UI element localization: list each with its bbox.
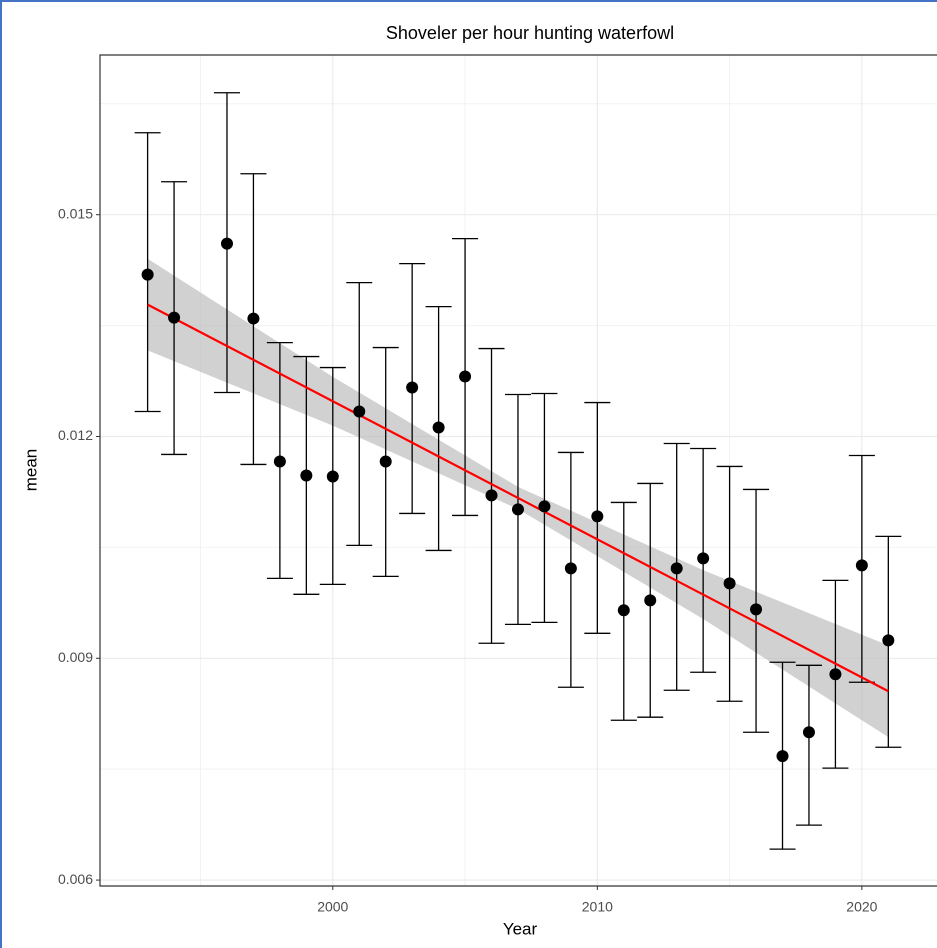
point [326,470,339,483]
y-axis-title: mean [21,449,40,492]
point [168,311,181,324]
point [591,510,604,523]
point [406,381,419,394]
point [511,503,524,516]
point [220,237,233,250]
point [353,405,366,418]
point [670,562,683,575]
y-tick-label: 0.012 [58,427,93,443]
point [379,455,392,468]
point [247,312,260,325]
axes: 0.006 0.009 0.012 0.015 2000 2010 2020 [58,54,937,915]
point [538,500,551,513]
point [644,594,657,607]
point [750,603,763,616]
point [564,562,577,575]
y-tick-label: 0.006 [58,871,93,887]
plot-marks [134,92,902,850]
x-axis-title: Year [503,919,538,938]
chart-title: Shoveler per hour hunting waterfowl [386,23,674,43]
point [882,634,895,647]
x-tick-label: 2000 [317,899,348,915]
fit-line [147,303,889,693]
point [432,421,445,434]
x-tick-label: 2020 [846,899,877,915]
point [855,559,868,572]
point [697,552,710,565]
x-tick-label: 2010 [582,899,613,915]
point [459,370,472,383]
point [776,750,789,763]
y-tick-label: 0.009 [58,649,93,665]
point [300,469,313,482]
point [485,489,498,502]
y-tick-label: 0.015 [58,205,93,221]
point [723,577,736,590]
point [802,726,815,739]
point [273,455,286,468]
panel-border [99,54,937,887]
point [141,268,154,281]
point [617,604,630,617]
point [829,668,842,681]
